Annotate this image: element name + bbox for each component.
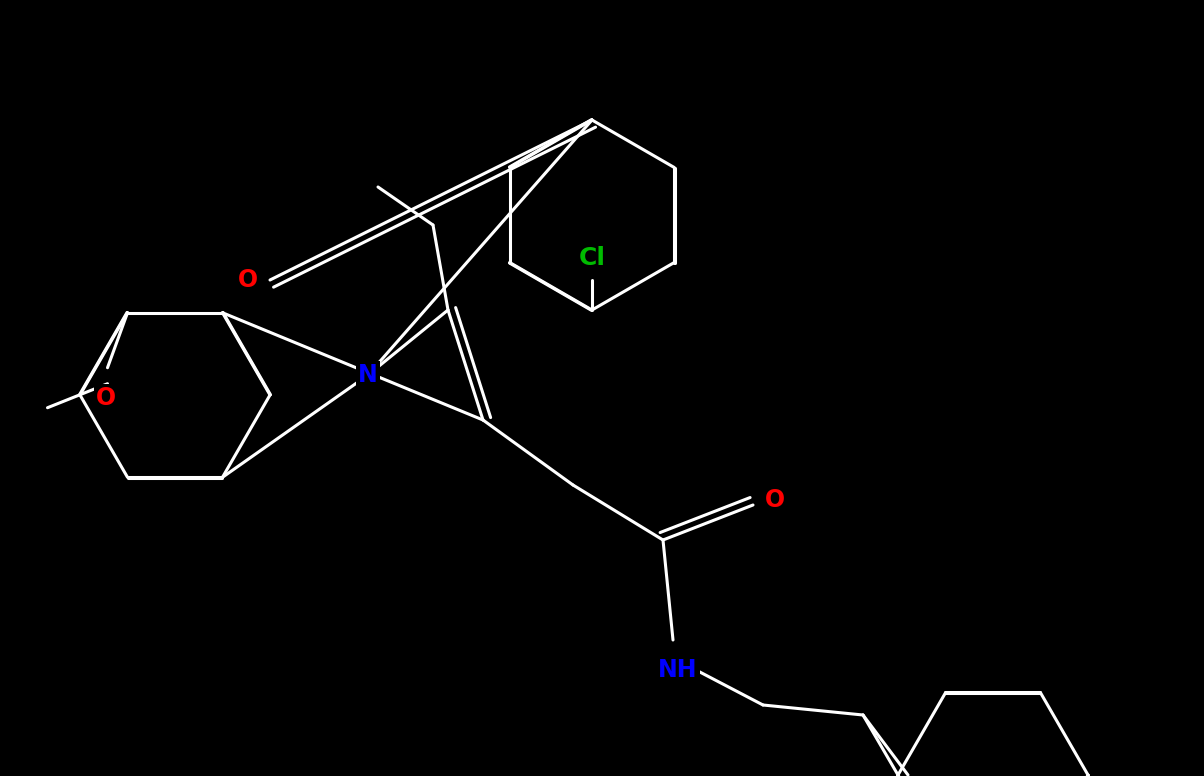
Text: O: O xyxy=(238,268,258,292)
Text: N: N xyxy=(358,363,378,387)
Text: NH: NH xyxy=(659,658,698,682)
Text: Cl: Cl xyxy=(578,246,606,270)
Text: O: O xyxy=(95,386,116,410)
Text: O: O xyxy=(765,488,785,512)
